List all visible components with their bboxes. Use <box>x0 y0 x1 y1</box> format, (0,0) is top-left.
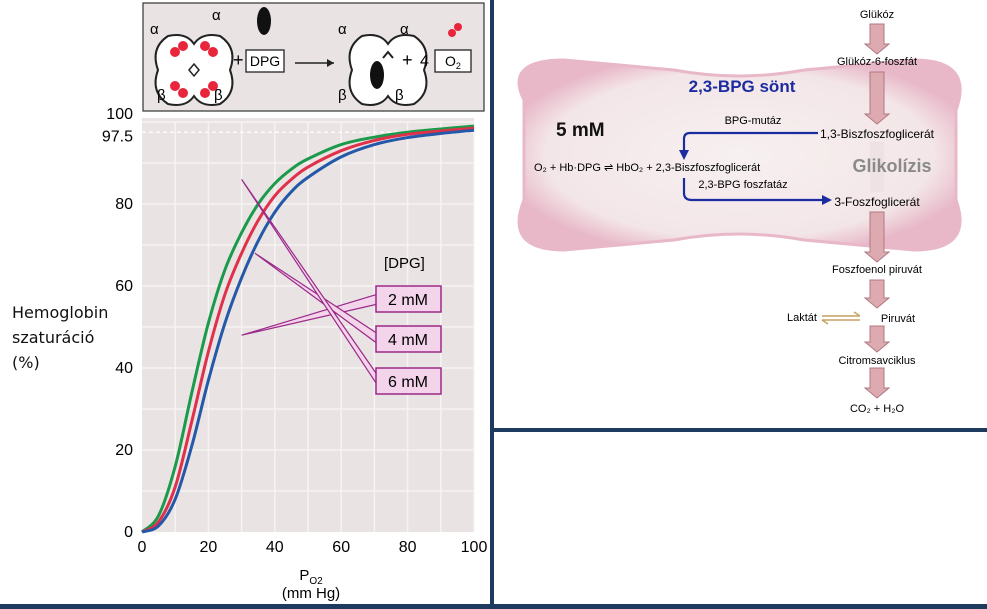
y-tick-label: 40 <box>115 360 133 377</box>
oxygen-dissociation-panel: α α β β + DPG α α β β + 4 O2 <box>0 0 490 604</box>
oxygen-box <box>434 49 472 73</box>
hemoglobin-deoxy-icon <box>154 34 234 106</box>
legend-label: 4 mM <box>388 332 428 349</box>
reaction-box: α α β β + DPG α α β β + 4 O2 <box>142 2 485 112</box>
oxygen-label: O2 <box>445 53 461 71</box>
x-axis-unit: (mm Hg) <box>282 585 340 602</box>
step-co2-h2o: CO₂ + H₂O <box>850 403 905 415</box>
y-axis-label-line2: szaturáció <box>12 328 95 347</box>
curve-2-mm <box>140 124 475 534</box>
legend-box <box>375 367 442 395</box>
concentration-label: 5 mM <box>556 120 605 141</box>
phosphatase-arrow <box>682 178 824 202</box>
beta-label-4: β <box>395 87 404 104</box>
beta-label-1: β <box>157 87 166 104</box>
step-phosphoenolpyruvate: Foszfoenol piruvát <box>832 264 922 276</box>
x-tick-label: 40 <box>266 539 284 556</box>
x-tick-label: 80 <box>399 539 417 556</box>
x-tick-label: 0 <box>138 539 147 556</box>
step-pyruvate: Piruvát <box>881 313 915 325</box>
x-tick-label: 100 <box>461 539 488 556</box>
curve-4-mm <box>141 126 475 534</box>
pathway-figure: Glükóz Glükóz-6-foszfát 1,3-Biszfoszfogl… <box>517 9 962 415</box>
legend-label: 2 mM <box>388 292 428 309</box>
bpg-phosphatase-label: 2,3-BPG foszfatáz <box>698 179 787 191</box>
beta-label-3: β <box>338 87 347 104</box>
legend-box <box>375 285 442 313</box>
empty-panel <box>494 432 987 604</box>
axis-ticks: 0 20 40 60 80 100 0 20 40 60 80 100 97.5 <box>102 106 488 556</box>
y-axis-label-line1: Hemoglobin <box>12 303 109 322</box>
mutase-arrow <box>682 131 818 155</box>
step-glucose: Glükóz <box>860 9 894 21</box>
curve-6-mm <box>141 128 475 534</box>
alpha-label-1: α <box>150 21 159 38</box>
pathway-arrow <box>863 367 891 399</box>
pathway-arrow <box>863 279 891 309</box>
plus-sign-2: + <box>402 50 413 70</box>
legend: 2 mM 4 mM 6 mM <box>241 179 442 395</box>
lactate-equilibrium-arrow <box>821 311 861 325</box>
legend-box <box>375 325 442 353</box>
dpg-box-label: DPG <box>250 53 280 69</box>
faded-arrow <box>870 142 884 192</box>
red-blood-cell-shape <box>517 58 962 252</box>
alpha-label-4: α <box>400 21 409 38</box>
glycolysis-label: Glikolízis <box>852 156 931 176</box>
glycolysis-arrows <box>863 23 891 399</box>
x-tick-label: 20 <box>200 539 218 556</box>
oxygen-molecule-icon <box>448 29 456 37</box>
y-axis-label-line3: (%) <box>12 353 40 372</box>
pathway-arrow <box>863 325 891 353</box>
x-tick-label: 60 <box>332 539 350 556</box>
shunt-title: 2,3-BPG sönt <box>689 77 796 96</box>
left-figure: α α β β + DPG α α β β + 4 O2 <box>102 2 488 602</box>
bpg-mutase-label: BPG-mutáz <box>725 115 782 127</box>
step-lactate: Laktát <box>787 312 817 324</box>
step-3-phosphoglycerate: 3-Foszfoglicerát <box>834 195 920 209</box>
equilibrium-equation: O₂ + Hb·DPG ⇌ HbO₂ + 2,3-Biszfoszfoglice… <box>534 162 760 174</box>
oxygen-coefficient: 4 <box>420 53 429 70</box>
y-tick-label: 0 <box>124 524 133 541</box>
pathway-arrow <box>863 71 891 125</box>
dpg-box <box>245 49 285 73</box>
x-axis-label: PO2 <box>299 567 323 587</box>
legend-label: 6 mM <box>388 374 428 391</box>
dissociation-curves <box>140 124 475 534</box>
y-tick-label: 20 <box>115 442 133 459</box>
plus-sign-1: + <box>233 50 244 70</box>
dpg-molecule-icon <box>257 7 271 35</box>
legend-title: [DPG] <box>384 255 425 272</box>
pathway-arrow <box>863 211 891 263</box>
bpg-shunt-panel: Glükóz Glükóz-6-foszfát 1,3-Biszfoszfogl… <box>494 0 987 428</box>
alpha-label-3: α <box>338 21 347 38</box>
pathway-arrow <box>863 23 891 55</box>
y-tick-label: 60 <box>115 278 133 295</box>
hemoglobin-dpg-bound-icon <box>348 34 428 106</box>
y-tick-label-97-5: 97.5 <box>102 128 133 145</box>
beta-label-2: β <box>214 87 223 104</box>
y-tick-label: 80 <box>115 196 133 213</box>
y-tick-label: 100 <box>106 106 133 123</box>
step-citric-acid-cycle: Citromsavciklus <box>838 355 916 367</box>
step-glucose-6-phosphate: Glükóz-6-foszfát <box>837 56 917 68</box>
step-1-3-bpg: 1,3-Biszfoszfoglicerát <box>820 127 935 141</box>
alpha-label-2: α <box>212 7 221 24</box>
